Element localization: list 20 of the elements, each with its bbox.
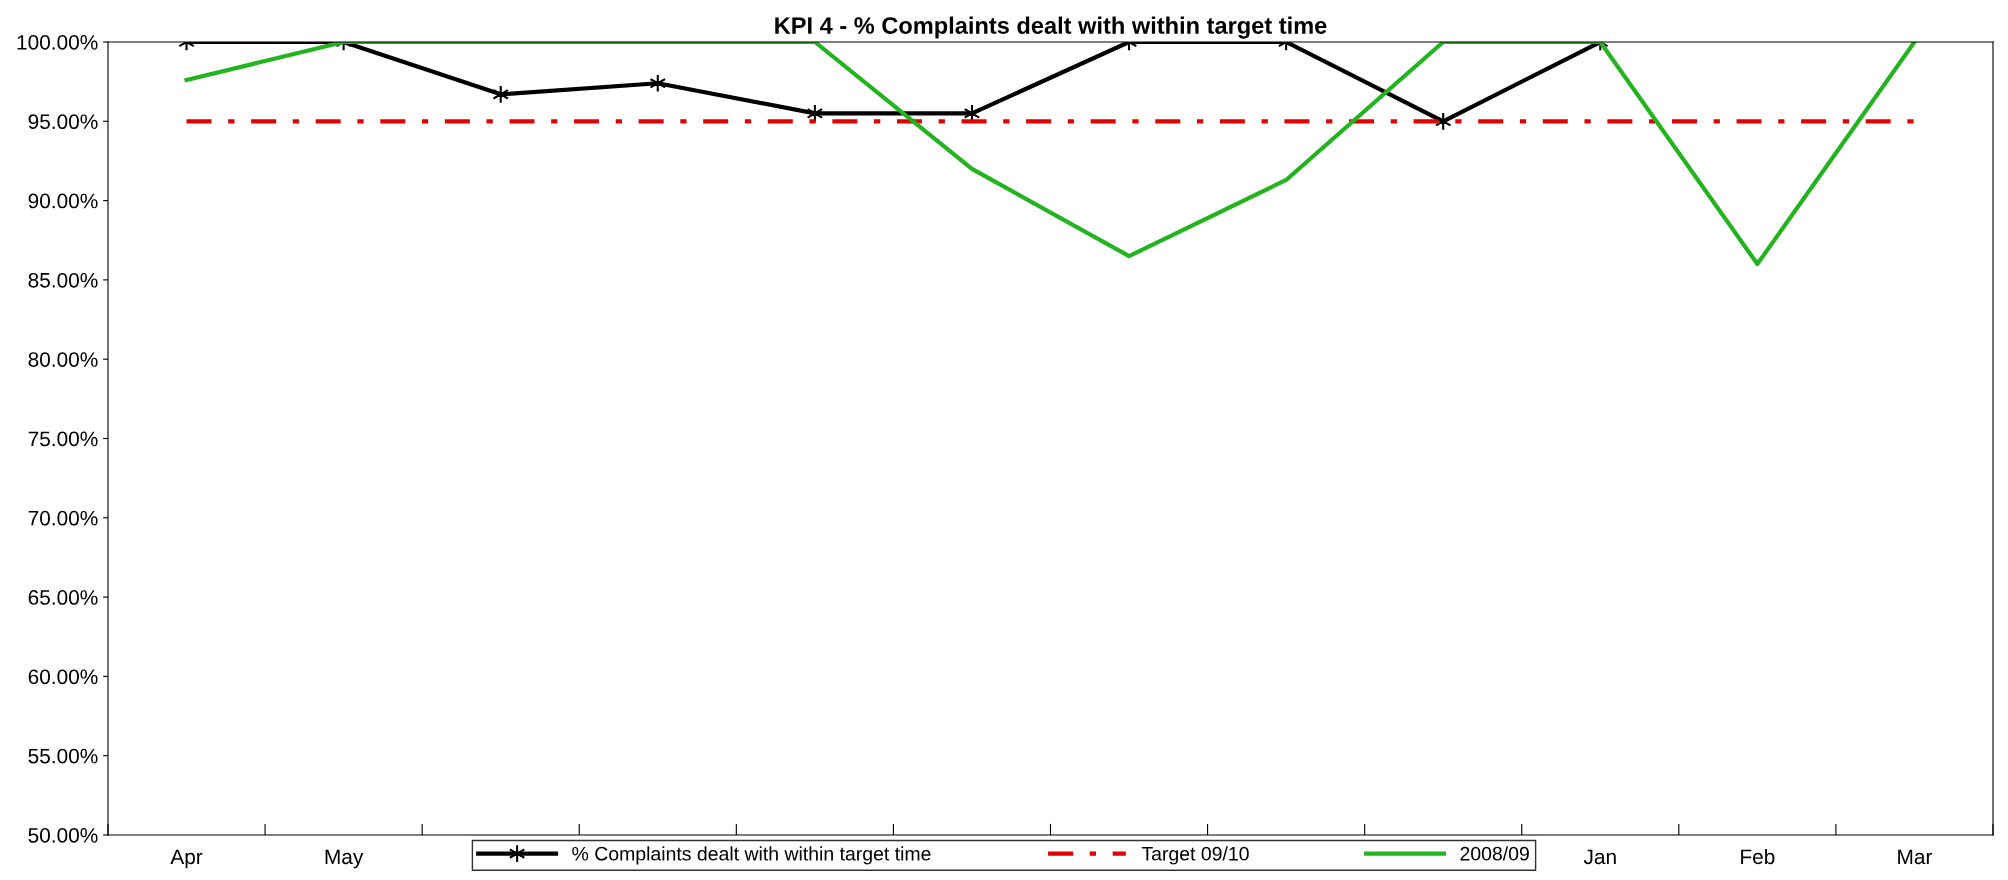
x-tick-label: Jan [1583, 849, 1616, 865]
x-tick-label: Mar [1898, 849, 1933, 865]
y-tick-label: 70.00% [28, 510, 98, 526]
y-tick-label: 75.00% [28, 431, 98, 447]
chart-title: KPI 4 - % Complaints dealt with within target time [775, 16, 1327, 39]
y-tick-label: 65.00% [28, 590, 98, 605]
y-tick-label: 85.00% [28, 272, 98, 288]
y-tick-label: 100.00% [17, 35, 98, 50]
y-tick-label: 90.00% [28, 193, 98, 209]
legend-label: Target 09/10 [1141, 846, 1249, 865]
x-tick-label: Feb [1741, 848, 1775, 865]
x-tick-label: May [325, 849, 364, 869]
y-tick-label: 60.00% [28, 669, 98, 685]
y-tick-label: 55.00% [28, 748, 98, 764]
legend-label: 2008/09 [1460, 846, 1529, 861]
y-tick-label: 50.00% [28, 828, 98, 843]
x-tick-label: Apr [170, 849, 203, 869]
y-tick-label: 95.00% [28, 114, 98, 130]
y-tick-label: 80.00% [28, 352, 98, 367]
legend-label: % Complaints dealt with within target time [572, 846, 931, 865]
